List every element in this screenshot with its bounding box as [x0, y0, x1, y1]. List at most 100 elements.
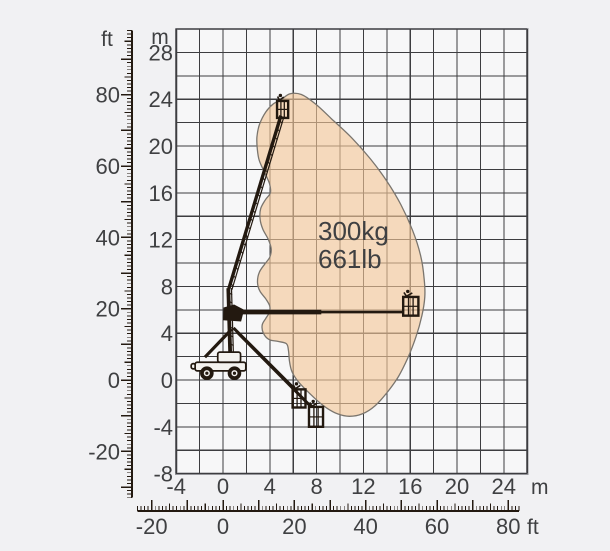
chassis — [190, 351, 247, 380]
y-axis-m-unit: m — [151, 26, 169, 49]
left-m-axis: 28 24 20 16 12 8 4 0 -4 -8 m — [149, 26, 173, 487]
y-axis-m-tick-label: 20 — [149, 134, 173, 159]
wheel — [227, 366, 242, 380]
y-axis-ft-tick-label: 20 — [96, 297, 120, 322]
x-axis-ft-tick-label: 0 — [217, 514, 229, 539]
boom-lattice-rung — [264, 168, 268, 173]
boom-lattice-rung — [271, 144, 276, 149]
operator-mark — [292, 384, 297, 390]
operator-mark — [403, 291, 408, 298]
hub-center — [232, 371, 237, 375]
y-axis-m-tick-label: 8 — [161, 274, 173, 299]
platform-lowered-b — [307, 399, 325, 429]
x-axis-m-tick-label: 24 — [492, 474, 516, 499]
boom-lattice-rung — [244, 233, 249, 238]
x-axis-m-tick-label: 12 — [351, 474, 375, 499]
boom-lattice-rung — [257, 193, 261, 198]
boom-line — [203, 327, 233, 359]
boom-lattice-rung — [229, 334, 234, 338]
boom-lattice-rung — [249, 217, 254, 222]
boom-lattice-rung — [252, 209, 256, 214]
x-axis-ft-tick-label: 40 — [353, 514, 377, 539]
x-axis-ft-tick-label: -20 — [136, 514, 168, 539]
operator-head — [406, 289, 410, 294]
platform-lowered-a — [291, 382, 307, 409]
boom-lattice-rung — [262, 176, 266, 181]
boom-lattice-rung — [242, 241, 246, 247]
y-axis-m-tick-label: -4 — [153, 415, 173, 440]
operator-mark — [276, 96, 281, 102]
x-axis-ft-tick-label: 60 — [425, 514, 449, 539]
x-axis-ft-unit: ft — [527, 516, 539, 539]
y-axis-ft-tick-label: 40 — [96, 225, 120, 250]
operator-mark — [279, 96, 285, 101]
capacity-lb: 661lb — [318, 244, 382, 274]
hub-center — [205, 371, 209, 375]
x-axis-m-tick-label: 4 — [264, 474, 276, 499]
boom-lattice-rung — [269, 152, 273, 157]
boom-lattice-rung — [279, 119, 283, 124]
x-axis-ft-tick-label: 80 — [496, 514, 520, 539]
machine-silhouette — [190, 93, 420, 429]
boom-lattice-rung — [232, 274, 237, 279]
y-axis-m-tick-label: 0 — [161, 368, 173, 393]
boom-lattice-rung — [230, 282, 234, 287]
boom-lattice-rung — [247, 225, 251, 230]
x-axis-m-tick-label: -4 — [166, 474, 186, 499]
wheel — [200, 366, 214, 380]
boom-lattice-rung — [266, 160, 271, 165]
x-axis-m-tick-label: 8 — [310, 474, 322, 499]
boom-line — [236, 331, 313, 408]
operator-mark — [406, 292, 413, 297]
x-axis-m-unit: m — [531, 476, 549, 499]
platform-raised — [275, 93, 290, 120]
chassis-turret — [216, 351, 242, 364]
boom-lattice-rung — [274, 136, 278, 141]
y-axis-m-tick-label: 16 — [149, 181, 173, 206]
x-axis-m-tick-label: 16 — [398, 474, 422, 499]
operator-mark — [312, 402, 318, 407]
y-axis-m-tick-label: 12 — [149, 228, 173, 253]
boom-lattice-rung — [229, 342, 234, 347]
boom-lattice-rung — [276, 127, 281, 133]
y-axis-ft-tick-label: 60 — [96, 154, 120, 179]
boom-lower-arm — [203, 327, 233, 359]
operator-head — [311, 399, 315, 404]
boom-lattice-rung — [254, 201, 259, 206]
y-axis-m-tick-label: 24 — [149, 87, 173, 112]
operator-head — [278, 93, 283, 98]
y-axis-ft-tick-label: 0 — [108, 368, 120, 393]
operator-mark — [309, 401, 314, 408]
boom-lattice-rung — [237, 258, 241, 263]
boom-lattice-chord — [230, 288, 235, 358]
operator-mark — [295, 384, 301, 390]
y-axis-ft-tick-label: -20 — [88, 439, 120, 464]
boom-line — [226, 288, 233, 358]
capacity-kg: 300kg — [318, 216, 389, 246]
boom-lattice-chord — [231, 116, 285, 290]
y-axis-m-tick-label: 28 — [149, 40, 173, 65]
y-axis-ft-tick-label: 80 — [96, 83, 120, 108]
boom-lattice-rung — [229, 325, 234, 330]
boom-lattice-rung — [228, 300, 233, 304]
y-axis-ft-unit: ft — [101, 28, 113, 51]
platform-rail — [307, 405, 325, 429]
boom-lattice-rung — [235, 266, 239, 271]
y-axis-m-tick-label: -8 — [153, 462, 173, 487]
x-axis-ft-tick-label: 20 — [282, 514, 306, 539]
x-axis-m-tick-label: 20 — [445, 474, 469, 499]
bottom-ft-ruler: -20 0 20 40 60 80 ft — [136, 500, 539, 539]
y-axis-m-tick-label: 4 — [161, 321, 173, 346]
bottom-m-axis: -4 0 4 8 12 16 20 24 m — [166, 474, 548, 499]
boom-line — [227, 115, 283, 290]
boom-lattice-rung — [228, 291, 233, 296]
operator-head — [294, 382, 299, 386]
left-ft-ruler: 80 60 40 20 0 -20 ft — [88, 28, 133, 499]
boom-lattice-rung — [259, 184, 264, 190]
working-envelope — [256, 92, 426, 417]
boom-knuckle — [223, 304, 245, 322]
platform-horizontal — [401, 289, 420, 317]
